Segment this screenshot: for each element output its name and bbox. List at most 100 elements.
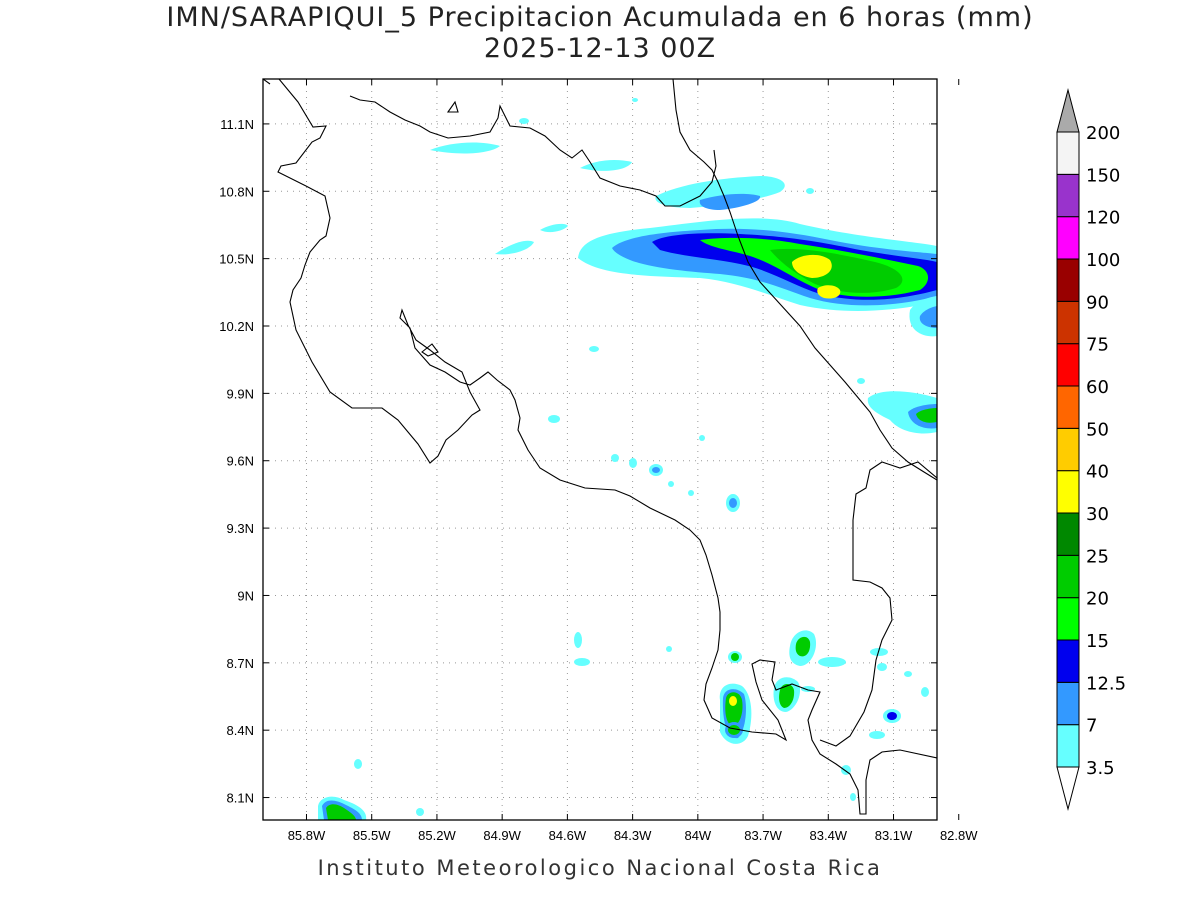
precip-cell <box>877 663 887 671</box>
lat-tick-label: 9.6N <box>227 454 254 469</box>
colorbar-label: 30 <box>1086 504 1109 525</box>
map-frame <box>262 78 938 821</box>
colorbar-label: 200 <box>1086 123 1120 144</box>
precip-cell <box>548 415 560 423</box>
colorbar-label: 40 <box>1086 462 1109 483</box>
precip-cell <box>629 458 637 468</box>
map-subtitle-datetime: 2025-12-13 00Z <box>483 33 717 64</box>
lon-tick-label: 83.4W <box>810 828 848 843</box>
precip-cell-south-30 <box>729 696 737 706</box>
colorbar-overrange-triangle <box>1056 88 1080 133</box>
lat-tick-label: 8.1N <box>227 791 254 806</box>
precip-region-north-small1 <box>580 160 632 171</box>
caribbean-coastline <box>672 79 937 481</box>
latitude-axis: 11.1N 10.8N 10.5N 10.2N 9.9N 9.6N 9.3N 9N 8.7N 8.… <box>219 117 937 806</box>
precip-cell-south <box>731 653 739 661</box>
colorbar-label: 60 <box>1086 377 1109 398</box>
lon-tick-label: 83.7W <box>744 828 782 843</box>
lat-tick-label: 10.8N <box>219 184 254 199</box>
precip-cell <box>354 759 362 769</box>
lon-tick-label: 84.3W <box>614 828 652 843</box>
colorbar-label: 150 <box>1086 165 1120 186</box>
colorbar-swatch <box>1056 512 1080 556</box>
map-frame-background <box>263 79 937 820</box>
colorbar-label: 75 <box>1086 335 1109 356</box>
precip-cell <box>870 648 888 656</box>
precip-cell <box>416 808 424 816</box>
colorbar-label: 25 <box>1086 546 1109 567</box>
map-title: IMN/SARAPIQUI_5 Precipitacion Acumulada … <box>166 2 1034 33</box>
lon-tick-label: 83.1W <box>875 828 913 843</box>
colorbar-label: 120 <box>1086 208 1120 229</box>
lat-tick-label: 11.1N <box>220 117 254 132</box>
nicaragua-border <box>263 79 717 207</box>
colorbar-swatch <box>1056 427 1080 472</box>
colorbar-swatch <box>1056 470 1080 514</box>
colorbar-underrange-triangle <box>1056 766 1080 811</box>
colorbar-swatch <box>1056 258 1080 302</box>
precip-region-north-strip <box>655 176 785 208</box>
colorbar-swatch <box>1056 300 1080 345</box>
precip-region-north-strip-7 <box>699 193 761 210</box>
colorbar-swatch <box>1056 554 1080 599</box>
colorbar-label: 15 <box>1086 631 1109 652</box>
precip-region-southwest-15 <box>326 804 356 820</box>
nicoya-inner-coast <box>421 343 439 357</box>
precip-cell <box>574 632 582 648</box>
colorbar-label: 3.5 <box>1086 758 1115 779</box>
lat-tick-label: 9.3N <box>227 521 254 536</box>
colorbar-swatch <box>1056 724 1080 768</box>
colorbar-label: 100 <box>1086 250 1120 271</box>
lat-tick-label: 9N <box>237 588 254 603</box>
lon-tick-label: 84W <box>684 828 711 843</box>
precip-cell <box>904 671 912 677</box>
lon-tick-label: 85.2W <box>418 828 456 843</box>
precip-cell <box>666 646 672 652</box>
colorbar-swatch <box>1056 639 1080 683</box>
colorbar-swatch <box>1056 173 1080 218</box>
precipitation-field <box>318 98 937 820</box>
colorbar-swatch <box>1056 681 1080 726</box>
precip-region-east-2-15 <box>916 408 937 423</box>
precip-region-north-band-30b <box>817 285 841 299</box>
colorbar-label: 90 <box>1086 292 1109 313</box>
colorbar-label: 20 <box>1086 589 1109 610</box>
precip-cell <box>869 731 885 739</box>
lat-tick-label: 9.9N <box>227 386 254 401</box>
precip-cell <box>857 378 865 384</box>
lon-tick-label: 85.8W <box>288 828 326 843</box>
precip-cell <box>632 98 638 102</box>
colorbar-swatch <box>1056 597 1080 641</box>
lat-tick-label: 8.7N <box>227 656 254 671</box>
colorbar-label: 50 <box>1086 419 1109 440</box>
lon-tick-label: 84.9W <box>483 828 521 843</box>
precip-cell <box>652 467 660 473</box>
precip-cell <box>589 346 599 352</box>
precip-cell <box>850 793 856 801</box>
precip-cell <box>574 658 590 666</box>
precip-cell <box>688 490 694 496</box>
lat-tick-label: 8.4N <box>227 723 254 738</box>
precip-cell <box>729 498 737 508</box>
colorbar-swatch <box>1056 343 1080 387</box>
precip-cell <box>806 188 814 194</box>
precip-cell <box>668 481 674 487</box>
precip-cell <box>611 454 619 462</box>
colorbar-label: 12.5 <box>1086 673 1126 694</box>
precip-region-north-band-30 <box>792 254 832 278</box>
colorbar-swatch <box>1056 131 1080 175</box>
colorbar-swatch <box>1056 216 1080 260</box>
pacific-coastline <box>277 79 937 815</box>
precip-region-east-1-7 <box>919 306 937 328</box>
lon-tick-label: 85.5W <box>353 828 391 843</box>
lat-tick-label: 10.2N <box>219 319 254 334</box>
longitude-axis: 85.8W 85.5W 85.2W 84.9W 84.6W 84.3W 84W 83.7W 83… <box>288 79 978 843</box>
precip-region-north-small3 <box>495 240 534 255</box>
coastlines-and-borders <box>263 79 937 815</box>
inland-lake <box>446 100 459 113</box>
colorbar-label: 7 <box>1086 716 1097 737</box>
precip-cell <box>887 712 897 720</box>
precip-cell <box>519 118 529 124</box>
precip-cell <box>921 687 929 697</box>
